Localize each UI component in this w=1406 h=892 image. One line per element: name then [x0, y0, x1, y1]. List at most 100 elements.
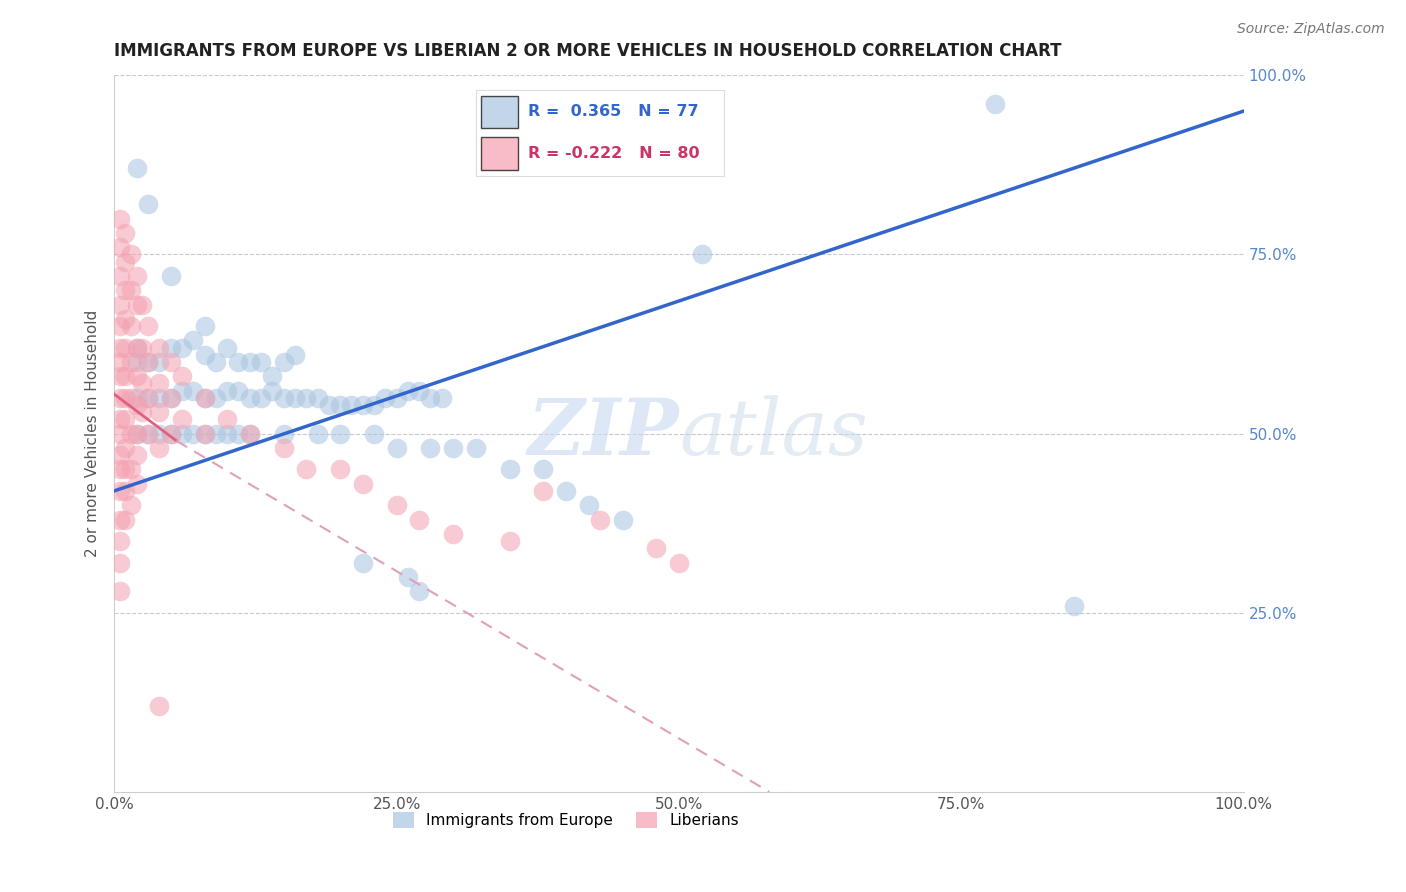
- Point: [205, 355, 228, 369]
- Point: [170, 369, 193, 384]
- Point: [239, 355, 262, 369]
- Point: [125, 341, 148, 355]
- Point: [114, 226, 136, 240]
- Point: [284, 348, 307, 362]
- Point: [148, 355, 170, 369]
- Point: [498, 534, 520, 549]
- Point: [419, 441, 441, 455]
- Point: [307, 391, 329, 405]
- Point: [114, 513, 136, 527]
- Point: [131, 297, 153, 311]
- Point: [108, 355, 131, 369]
- Point: [125, 369, 148, 384]
- Point: [159, 426, 181, 441]
- Point: [136, 426, 159, 441]
- Point: [125, 355, 148, 369]
- Point: [441, 441, 464, 455]
- Point: [408, 384, 430, 398]
- Point: [120, 283, 142, 297]
- Point: [108, 556, 131, 570]
- Point: [159, 341, 181, 355]
- Point: [193, 391, 215, 405]
- Point: [125, 476, 148, 491]
- Point: [385, 441, 408, 455]
- Point: [148, 426, 170, 441]
- Point: [125, 341, 148, 355]
- Point: [125, 398, 148, 412]
- Point: [136, 355, 159, 369]
- Point: [148, 391, 170, 405]
- Point: [239, 426, 262, 441]
- Point: [284, 391, 307, 405]
- Point: [396, 384, 419, 398]
- Point: [181, 384, 204, 398]
- Point: [217, 341, 239, 355]
- Point: [170, 341, 193, 355]
- Point: [181, 334, 204, 348]
- Point: [984, 96, 1007, 111]
- Point: [533, 462, 555, 476]
- Point: [108, 534, 131, 549]
- Point: [340, 398, 363, 412]
- Point: [295, 391, 318, 405]
- Point: [193, 426, 215, 441]
- Point: [136, 391, 159, 405]
- Point: [419, 391, 441, 405]
- Point: [396, 570, 419, 584]
- Point: [307, 426, 329, 441]
- Point: [273, 426, 295, 441]
- Point: [159, 391, 181, 405]
- Point: [250, 355, 273, 369]
- Point: [193, 391, 215, 405]
- Point: [533, 483, 555, 498]
- Point: [159, 355, 181, 369]
- Point: [408, 513, 430, 527]
- Point: [228, 384, 250, 398]
- Point: [239, 391, 262, 405]
- Point: [120, 391, 142, 405]
- Point: [114, 283, 136, 297]
- Point: [125, 268, 148, 283]
- Point: [441, 527, 464, 541]
- Point: [148, 441, 170, 455]
- Point: [217, 412, 239, 426]
- Point: [114, 441, 136, 455]
- Point: [170, 384, 193, 398]
- Point: [273, 441, 295, 455]
- Point: [114, 254, 136, 268]
- Point: [329, 398, 352, 412]
- Point: [136, 319, 159, 334]
- Point: [108, 369, 131, 384]
- Point: [217, 384, 239, 398]
- Point: [385, 391, 408, 405]
- Point: [114, 391, 136, 405]
- Point: [273, 355, 295, 369]
- Point: [148, 698, 170, 713]
- Point: [228, 426, 250, 441]
- Point: [125, 426, 148, 441]
- Point: [120, 426, 142, 441]
- Point: [181, 426, 204, 441]
- Point: [120, 319, 142, 334]
- Point: [170, 412, 193, 426]
- Point: [120, 462, 142, 476]
- Point: [125, 297, 148, 311]
- Point: [193, 426, 215, 441]
- Point: [273, 391, 295, 405]
- Point: [645, 541, 668, 556]
- Point: [193, 319, 215, 334]
- Point: [374, 391, 396, 405]
- Point: [108, 513, 131, 527]
- Point: [108, 412, 131, 426]
- Text: ZIP: ZIP: [527, 395, 679, 472]
- Point: [114, 412, 136, 426]
- Point: [555, 483, 578, 498]
- Point: [108, 584, 131, 599]
- Point: [217, 426, 239, 441]
- Point: [108, 240, 131, 254]
- Point: [205, 426, 228, 441]
- Point: [352, 556, 374, 570]
- Point: [131, 376, 153, 391]
- Point: [318, 398, 340, 412]
- Point: [108, 211, 131, 226]
